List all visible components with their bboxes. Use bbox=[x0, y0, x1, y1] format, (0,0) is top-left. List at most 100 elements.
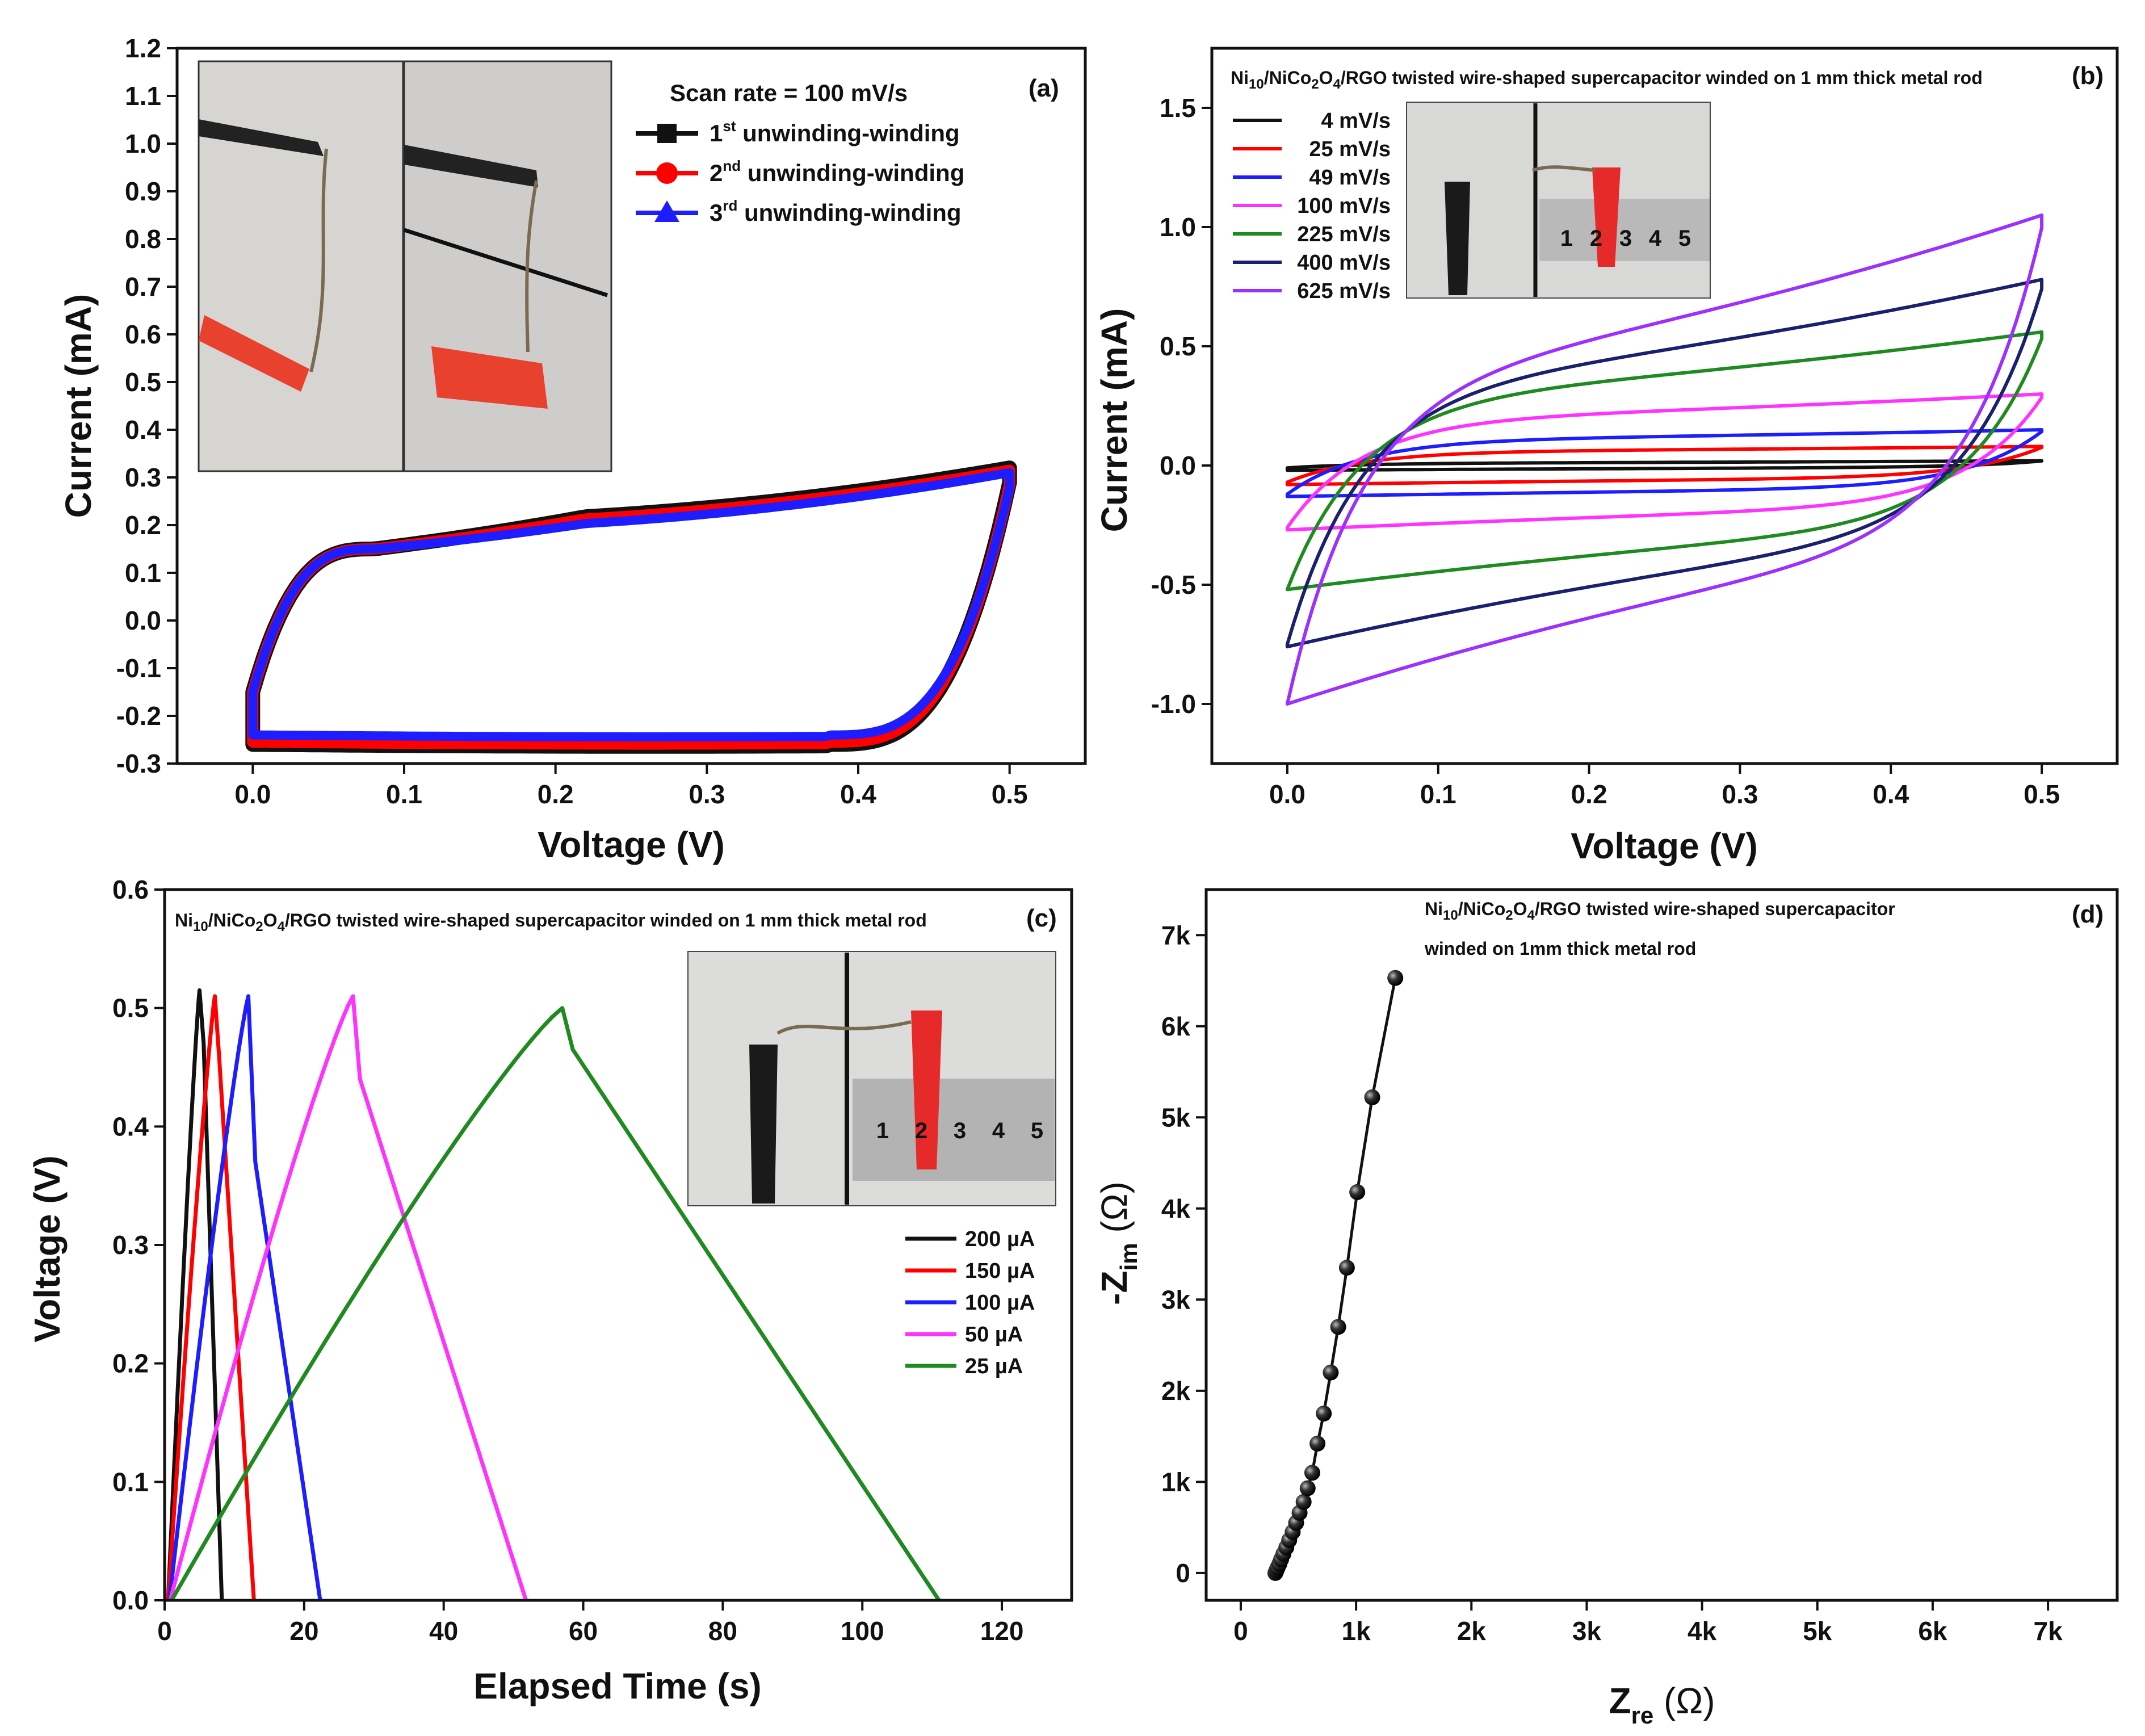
y-tick-label: 2k bbox=[1161, 1376, 1191, 1406]
y-tick-label: -0.1 bbox=[116, 653, 161, 683]
x-tick-label: 6k bbox=[1918, 1616, 1947, 1646]
legend-label: 25 mV/s bbox=[1309, 137, 1391, 161]
black-clip-icon bbox=[749, 1045, 778, 1204]
series-line-2 bbox=[166, 994, 256, 1601]
black-clip-icon bbox=[1445, 182, 1470, 295]
legend-label: 200 µA bbox=[965, 1227, 1035, 1251]
y-tick-label: 0.5 bbox=[1160, 332, 1196, 361]
y-tick-label: -0.3 bbox=[116, 749, 161, 778]
y-tick-label: 0.5 bbox=[112, 993, 149, 1023]
panel-b-frame bbox=[1210, 47, 2119, 765]
legend-label: 150 µA bbox=[965, 1259, 1035, 1283]
nyquist-point bbox=[1323, 1364, 1339, 1381]
panel-a-legend-title: Scan rate = 100 mV/s bbox=[670, 79, 908, 106]
legend-label: 225 mV/s bbox=[1297, 223, 1391, 246]
panel-d-chart: 0 1k 2k 3k 4k 5k 6k 7k 0 1k 2k 3k 4k 5k 6k 7k Ni10/NiCo… bbox=[1094, 888, 2119, 1729]
series-line-4 bbox=[168, 994, 528, 1601]
x-tick-label: 7k bbox=[2034, 1616, 2063, 1646]
y-tick-label: 0.4 bbox=[112, 1112, 149, 1141]
x-tick-label: 4k bbox=[1688, 1616, 1717, 1646]
panel-c-axes: 0 20 40 60 80 100 120 0.0 0.1 0.2 0.3 0.4 0.5 0.6 bbox=[112, 875, 1023, 1646]
series-line-7 bbox=[1285, 213, 2044, 706]
panel-c-x-axis-label: Elapsed Time (s) bbox=[473, 1666, 761, 1706]
x-tick-label: 5k bbox=[1803, 1616, 1832, 1646]
legend-label: 4 mV/s bbox=[1321, 109, 1391, 133]
y-tick-label: 1.2 bbox=[125, 33, 161, 63]
panel-a-x-axis-label: Voltage (V) bbox=[538, 824, 725, 865]
x-tick-label: 0.5 bbox=[2024, 779, 2060, 809]
y-tick-label: 1.0 bbox=[125, 129, 161, 158]
x-tick-label: 0.4 bbox=[840, 779, 876, 809]
y-tick-label: 0.3 bbox=[112, 1230, 149, 1260]
legend-label: 3rd unwinding-winding bbox=[710, 197, 962, 226]
legend-label: 100 mV/s bbox=[1297, 194, 1391, 218]
panel-c-plot-area bbox=[166, 988, 941, 1601]
legend-label: 625 mV/s bbox=[1297, 279, 1391, 303]
panel-b-plot-area bbox=[1285, 213, 2044, 706]
series-line-3 bbox=[167, 994, 322, 1601]
x-tick-label: 0.0 bbox=[1269, 779, 1306, 809]
y-tick-label: 3k bbox=[1161, 1285, 1191, 1314]
panel-b-axes: 0.0 0.1 0.2 0.3 0.4 0.5 -1.0 -0.5 0.0 0.5 1.0 1.5 bbox=[1151, 93, 2060, 809]
panel-b-title: Ni10/NiCo2O4/RGO twisted wire-shaped sup… bbox=[1231, 68, 1983, 92]
x-tick-label: 3k bbox=[1572, 1616, 1602, 1646]
x-tick-label: 60 bbox=[569, 1616, 598, 1646]
nyquist-point bbox=[1364, 1089, 1380, 1105]
panel-c-y-axis-label: Voltage (V) bbox=[27, 1155, 68, 1343]
series-line-5 bbox=[1285, 330, 2044, 592]
panel-a-y-axis-label: Current (mA) bbox=[58, 294, 99, 518]
black-clip-icon bbox=[199, 119, 324, 156]
series-line-2 bbox=[1285, 445, 2044, 487]
panel-b-x-axis-label: Voltage (V) bbox=[1571, 825, 1758, 866]
x-tick-label: 0 bbox=[1233, 1616, 1248, 1646]
x-tick-label: 2k bbox=[1457, 1616, 1487, 1646]
x-tick-label: 0.5 bbox=[992, 779, 1028, 809]
y-tick-label: 1.0 bbox=[1160, 212, 1196, 242]
panel-c-legend: 200 µA 150 µA 100 µA 50 µA 25 µA bbox=[905, 1227, 1035, 1378]
panel-c-chart: 0 20 40 60 80 100 120 0.0 0.1 0.2 0.3 0.4 0.5 0.6 Ni1… bbox=[27, 875, 1073, 1706]
x-tick-label: 0.0 bbox=[234, 779, 271, 809]
panel-d-label: (d) bbox=[2072, 900, 2104, 928]
y-tick-label: 0.6 bbox=[112, 875, 149, 904]
legend-label: 49 mV/s bbox=[1309, 166, 1391, 190]
x-tick-label: 0.2 bbox=[538, 779, 574, 809]
x-tick-label: 100 bbox=[841, 1616, 884, 1646]
y-tick-label: 0.5 bbox=[125, 367, 161, 397]
y-tick-label: 0.0 bbox=[125, 606, 161, 635]
red-clip-icon bbox=[199, 315, 309, 392]
nyquist-point bbox=[1316, 1405, 1332, 1421]
nyquist-point bbox=[1295, 1494, 1312, 1510]
panel-c-inset-photo: 1 2 3 4 5 bbox=[687, 951, 1056, 1206]
nyquist-point bbox=[1338, 1260, 1355, 1276]
ruler-digit: 5 bbox=[1031, 1118, 1043, 1143]
y-tick-label: 4k bbox=[1161, 1194, 1191, 1223]
x-tick-label: 80 bbox=[708, 1616, 737, 1646]
panel-d-x-axis-label: Zre (Ω) bbox=[1609, 1680, 1715, 1729]
nyquist-point bbox=[1309, 1435, 1326, 1452]
nyquist-point bbox=[1299, 1480, 1316, 1496]
y-tick-label: 7k bbox=[1161, 920, 1191, 950]
y-tick-label: 0.7 bbox=[125, 272, 161, 301]
series-line-4 bbox=[1285, 392, 2044, 532]
y-tick-label: 0.2 bbox=[112, 1349, 149, 1378]
x-tick-label: 0.1 bbox=[386, 779, 422, 809]
y-tick-label: 0.2 bbox=[125, 510, 161, 540]
y-tick-label: 0.1 bbox=[125, 558, 161, 588]
ruler-digit: 4 bbox=[1649, 226, 1662, 251]
legend-square-marker bbox=[657, 124, 677, 143]
nyquist-point bbox=[1387, 970, 1404, 986]
y-tick-label: 0.1 bbox=[112, 1467, 149, 1496]
wire-icon bbox=[776, 1020, 912, 1035]
ruler-digit: 3 bbox=[1619, 226, 1632, 251]
panel-a-axes: 0.0 0.1 0.2 0.3 0.4 0.5 -0.3 -0.2 -0.1 0.0 0.1 0.2 0… bbox=[116, 33, 1028, 809]
panel-a-legend: 1st unwinding-winding 2nd unwinding-windi… bbox=[636, 118, 964, 226]
series-line-5 bbox=[170, 1006, 941, 1601]
ruler-digit: 4 bbox=[992, 1118, 1005, 1143]
wire-icon bbox=[1532, 165, 1596, 172]
ruler-digit: 2 bbox=[915, 1118, 927, 1143]
panel-a-chart: 0.0 0.1 0.2 0.3 0.4 0.5 -0.3 -0.2 -0.1 0.0 0.1 0.2 0… bbox=[58, 33, 1087, 865]
ruler-digit: 3 bbox=[954, 1118, 966, 1143]
legend-triangle-marker bbox=[654, 200, 679, 222]
red-clip-icon bbox=[911, 1010, 942, 1169]
